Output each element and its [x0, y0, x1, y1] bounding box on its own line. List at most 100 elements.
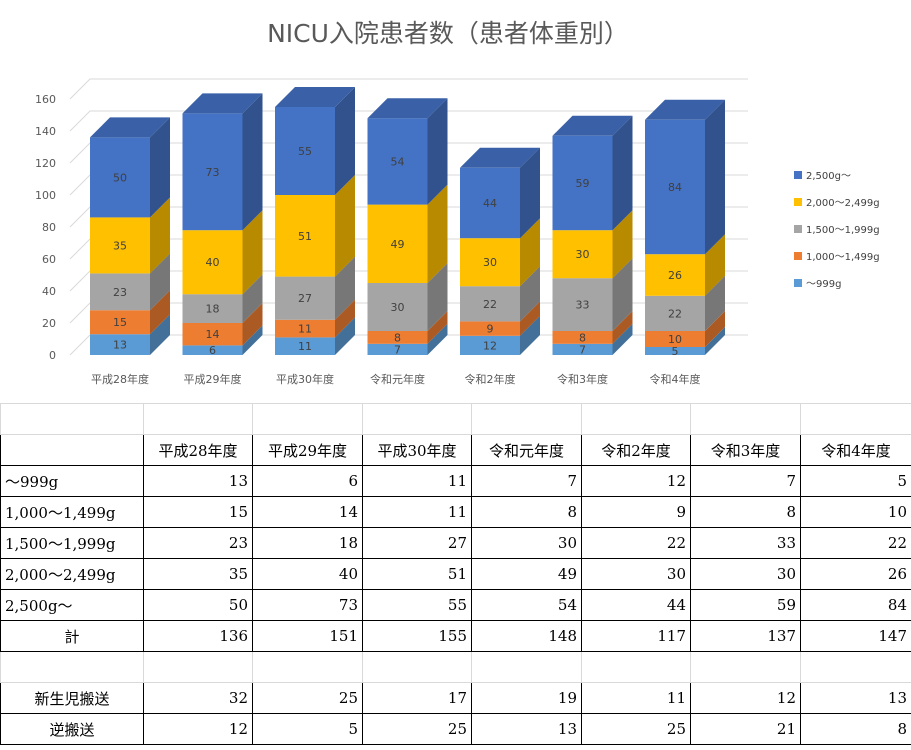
bar-top — [460, 147, 540, 168]
table-cell: 18 — [252, 527, 363, 559]
table-cell: 30 — [581, 558, 691, 590]
table-cell: 8 — [690, 496, 801, 528]
bar-segment — [275, 337, 335, 355]
legend-swatch — [794, 198, 802, 206]
bar-segment — [552, 230, 613, 279]
bar-segment-side — [427, 311, 448, 344]
chart-area: NICU入院患者数（患者体重別） 0 20 40 60 80 100 120 140 160 1… — [35, 19, 880, 386]
data-label: 50 — [113, 171, 127, 184]
table-cell: 11 — [362, 496, 472, 528]
bar-segment-side — [520, 147, 540, 239]
data-label: 54 — [391, 155, 405, 168]
bar-segment — [552, 135, 613, 231]
bar-segment-side — [427, 98, 448, 205]
legend-swatch — [794, 225, 802, 233]
table-cell: 54 — [471, 589, 582, 621]
bar-segment — [645, 347, 705, 355]
bar-segment — [645, 331, 705, 347]
bar-stack: 510 22 26 84 — [645, 99, 725, 358]
table-cell: 117 — [581, 620, 691, 652]
bar-segment-side — [335, 87, 355, 195]
data-label: 13 — [113, 339, 127, 352]
data-label: 22 — [668, 307, 682, 320]
bar-segment — [90, 217, 150, 274]
bar-segment — [182, 230, 243, 295]
data-label: 33 — [576, 299, 590, 312]
bar-segment — [460, 335, 520, 355]
bar-segment — [552, 331, 613, 344]
data-label: 14 — [206, 328, 220, 341]
table-cell: 32 — [143, 682, 253, 714]
bar-segment — [552, 278, 613, 331]
table-cell: 14 — [252, 496, 363, 528]
row-label: ～999g — [0, 465, 144, 497]
bar-segment — [367, 118, 428, 205]
bar-segment — [367, 331, 428, 344]
bar-segment — [460, 238, 520, 287]
table-cell: 13 — [143, 465, 253, 497]
bar-stack: 11 11 27 51 55 — [275, 87, 355, 355]
bar-segment — [460, 321, 520, 336]
bar-segment — [367, 283, 428, 331]
y-tick-label: 20 — [42, 317, 56, 330]
table-cell: 13 — [471, 713, 582, 745]
gridline — [69, 110, 748, 132]
table-cell: 7 — [471, 465, 582, 497]
legend-item: 1,500～1,999g — [794, 225, 880, 236]
legend-swatch — [794, 171, 802, 179]
row-label: 新生児搬送 — [0, 682, 144, 714]
bar-segment-side — [335, 299, 355, 338]
data-label: 44 — [483, 197, 497, 210]
row-label: 逆搬送 — [0, 713, 144, 745]
bar-segment-side — [612, 115, 633, 231]
bar-segment — [182, 345, 243, 355]
table-row: 1,500～1,999g 23 18 27 30 22 33 22 — [0, 527, 911, 559]
data-label: 26 — [668, 269, 682, 282]
bar-segment-side — [427, 323, 448, 355]
stacked-bar-chart: NICU入院患者数（患者体重別） 0 20 40 60 80 100 120 140 160 1… — [35, 19, 880, 386]
bar-segment-side — [705, 99, 725, 255]
bar-segment-side — [242, 274, 263, 323]
x-tick-label: 平成29年度 — [184, 372, 242, 386]
x-tick-label: 平成30年度 — [276, 372, 334, 386]
table-cell: 22 — [800, 527, 911, 559]
data-table: 平成28年度 平成29年度 平成30年度 令和元年度 令和2年度 令和3年度 令… — [0, 403, 911, 745]
bar-segment — [182, 113, 243, 231]
table-cell: 26 — [800, 558, 911, 590]
data-label: 30 — [483, 256, 497, 269]
bar-segment — [460, 286, 520, 322]
bar-segment-side — [150, 197, 170, 274]
table-cell: 8 — [800, 713, 911, 745]
data-label: 7 — [394, 343, 401, 356]
legend-item: 1,000～1,499g — [794, 252, 880, 263]
table-cell: 9 — [581, 496, 691, 528]
bar-stack: 12 9 22 30 44 — [460, 147, 540, 355]
bar-segment-side — [705, 327, 725, 355]
chart-title: NICU入院患者数（患者体重別） — [267, 19, 629, 48]
bar-segment-side — [520, 301, 540, 336]
bar-segment — [90, 137, 150, 218]
table-cell: 30 — [690, 558, 801, 590]
table-cell: 8 — [471, 496, 582, 528]
data-label: 51 — [298, 230, 312, 243]
data-label: 40 — [206, 256, 220, 269]
legend-label: 1,500～1,999g — [806, 225, 880, 236]
row-label: 計 — [0, 620, 144, 652]
bar-segment-side — [150, 314, 170, 355]
bar-segment — [182, 294, 243, 323]
bar-segment-side — [242, 303, 263, 346]
table-cell: 25 — [362, 713, 472, 745]
bar-segment-side — [335, 175, 355, 277]
table-cell: 10 — [800, 496, 911, 528]
bar-top — [275, 87, 355, 107]
table-cell: 49 — [471, 558, 582, 590]
table-header-row: 平成28年度 平成29年度 平成30年度 令和元年度 令和2年度 令和3年度 令… — [0, 434, 911, 466]
bar-segment-side — [520, 266, 540, 322]
table-cell: 30 — [471, 527, 582, 559]
data-label: 30 — [391, 301, 405, 314]
bar-top — [645, 99, 725, 120]
data-label: 59 — [576, 177, 590, 190]
table-cell: 50 — [143, 589, 253, 621]
table-cell: 11 — [581, 682, 691, 714]
bar-segment-side — [705, 275, 725, 331]
